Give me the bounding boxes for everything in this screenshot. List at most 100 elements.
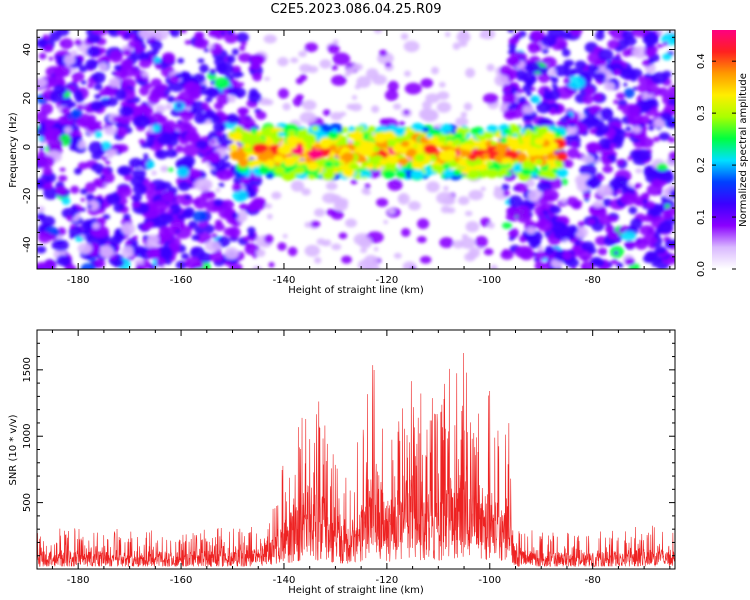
spectrogram-cell	[339, 111, 347, 117]
spectrogram-cell	[176, 166, 189, 178]
spectrogram-cell	[94, 93, 102, 100]
spectrogram-cell	[264, 76, 271, 81]
spectrogram-cell	[233, 126, 244, 134]
spectrogram-cell	[587, 63, 597, 72]
spectrogram-cell	[85, 58, 99, 70]
snr-ticks: -180 -160 -140 -120 -100 -80 500 1000 1500	[22, 329, 675, 586]
spectrogram-cell	[463, 102, 473, 111]
spectrogram-cell	[570, 30, 583, 37]
spectrogram-cell	[341, 255, 352, 264]
spectrogram-cell	[457, 196, 470, 206]
spectrogram-cell	[210, 139, 216, 145]
spectrogram-cell	[592, 258, 605, 268]
spectrogram-cell	[207, 151, 222, 164]
spectrogram-cell	[652, 136, 660, 142]
spectrogram-cell	[561, 224, 569, 232]
spectrogram-cell	[416, 145, 424, 151]
spectrogram-cell	[583, 191, 591, 200]
spectrogram-cell	[620, 183, 629, 191]
spectrogram-cell	[135, 263, 145, 269]
spectrogram-cell	[465, 67, 476, 78]
spectrogram-cell	[322, 109, 331, 116]
spectrogram-cell	[132, 235, 138, 240]
spectrogram-cell	[250, 135, 260, 143]
spectrogram-cell	[168, 241, 177, 249]
spectrogram-cell	[521, 237, 527, 243]
spectrogram-cell	[635, 168, 643, 174]
spectrogram-cell	[669, 189, 675, 199]
spectrogram-cell	[218, 182, 225, 188]
spectrogram-cell	[597, 247, 608, 256]
spectrogram-cell	[102, 214, 111, 220]
spectrogram-cell	[667, 97, 675, 106]
spectrogram-cell	[596, 184, 613, 197]
spectrogram-cell	[569, 141, 579, 148]
spectrogram-cell	[331, 243, 342, 251]
spectrogram-cell	[155, 63, 161, 70]
spectrogram-y-tick-label: -40	[22, 236, 33, 252]
spectrogram-cell	[505, 136, 520, 148]
spectrogram-cell	[667, 136, 675, 143]
spectrogram-cell	[37, 37, 48, 49]
spectrogram-cell	[160, 165, 169, 173]
spectrogram-cell	[542, 209, 549, 215]
spectrogram-cell	[115, 89, 127, 101]
spectrogram-cell	[361, 187, 370, 195]
spectrogram-cell	[426, 133, 433, 139]
spectrogram-cell	[188, 183, 193, 188]
spectrogram-cell	[87, 204, 93, 209]
spectrogram-cell	[494, 74, 509, 87]
spectrogram-cell	[436, 101, 452, 113]
spectrogram-cell	[71, 138, 80, 146]
spectrogram-cell	[188, 220, 198, 229]
spectrogram-cell	[37, 231, 52, 244]
spectrogram-cell	[183, 207, 195, 218]
spectrogram-cell	[549, 75, 555, 80]
spectrogram-cell	[194, 38, 210, 49]
spectrogram-cell	[575, 226, 589, 239]
spectrogram-cell	[75, 236, 84, 243]
spectrogram-cell	[668, 151, 675, 162]
spectrogram-cell	[252, 72, 263, 82]
spectrogram-cell	[99, 245, 114, 258]
colorbar-gradient	[712, 30, 736, 269]
spectrogram-cell	[268, 262, 275, 268]
spectrogram-cell	[48, 56, 54, 61]
spectrogram-cell	[128, 33, 136, 40]
spectrogram-cell	[593, 93, 602, 102]
spectrogram-cell	[152, 124, 161, 133]
spectrogram-cell	[215, 187, 221, 193]
spectrogram-cell	[628, 206, 638, 215]
spectrogram-cell	[431, 135, 440, 142]
snr-x-tick-label: -140	[273, 575, 296, 586]
spectrogram-cell	[123, 213, 131, 221]
spectrogram-cell	[416, 218, 430, 230]
spectrogram-cell	[506, 56, 521, 67]
spectrogram-cell	[277, 56, 289, 67]
spectrogram-cell	[93, 178, 105, 187]
spectrogram-cell	[180, 30, 187, 34]
figure-title: C2E5.2023.086.04.25.R09	[270, 2, 442, 17]
spectrogram-cell	[168, 30, 173, 33]
spectrogram-cell	[632, 46, 648, 59]
spectrogram-cell	[566, 125, 578, 135]
spectrogram-cell	[527, 42, 540, 54]
spectrogram-cell	[654, 246, 667, 254]
spectrogram-cell	[302, 99, 317, 111]
spectrogram-cell	[283, 156, 297, 166]
spectrogram-cell	[419, 255, 432, 264]
spectrogram-cell	[132, 115, 151, 128]
spectrogram-cell	[567, 76, 586, 89]
spectrogram-cell	[403, 40, 420, 53]
spectrogram-cell	[535, 128, 546, 136]
spectrogram-cell	[172, 133, 179, 139]
colorbar-label: Normalized spectral amplitude	[738, 73, 749, 227]
spectrogram-cell	[486, 145, 495, 152]
spectrogram-cell	[545, 155, 552, 160]
spectrogram-cell	[654, 117, 665, 128]
spectrogram-cell	[460, 111, 468, 118]
spectrogram-cell	[442, 163, 451, 170]
spectrogram-cell	[561, 159, 574, 169]
spectrogram-cell	[238, 52, 253, 63]
snr-x-tick-label: -160	[170, 575, 193, 586]
